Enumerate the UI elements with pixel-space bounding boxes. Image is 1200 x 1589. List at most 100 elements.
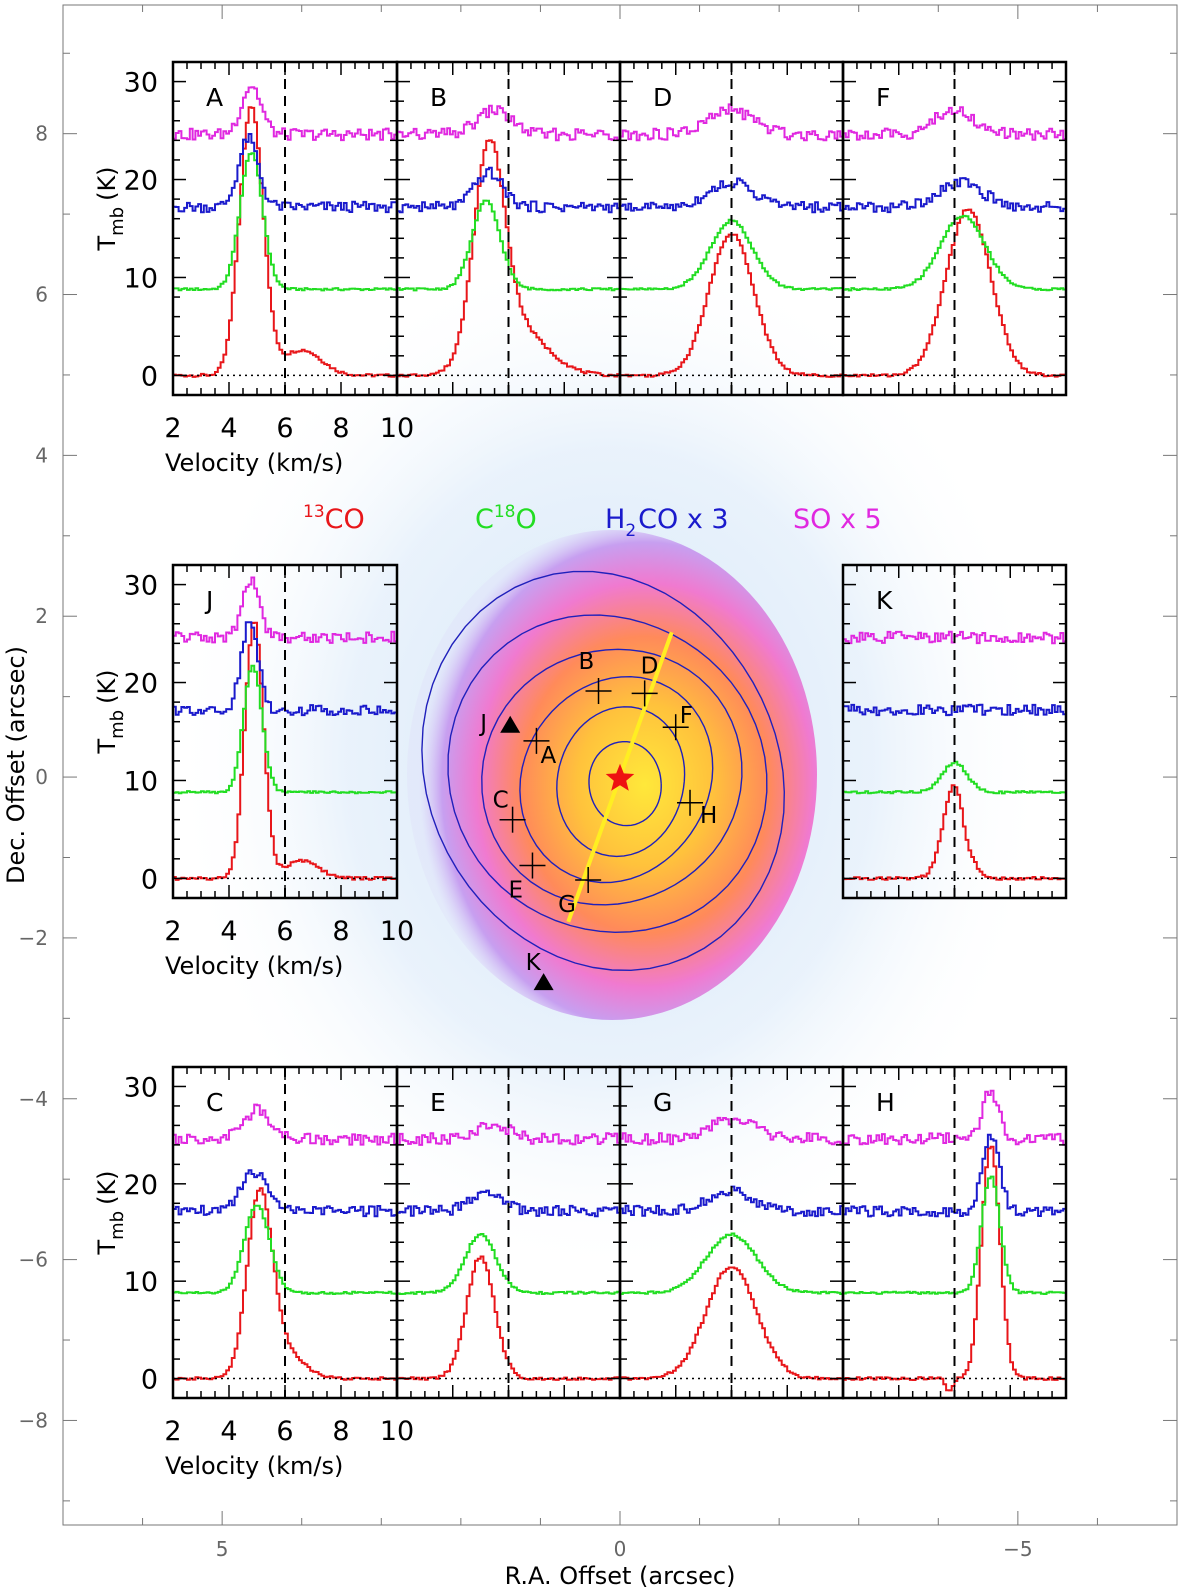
spectrum-so <box>173 1103 397 1146</box>
spectrum-c18o <box>173 664 397 795</box>
y-tick-label: 4 <box>35 443 48 467</box>
spec-y-axis-title: Tmb (K) <box>93 1170 128 1255</box>
legend-13co: 13CO <box>303 502 365 535</box>
triangle-label: J <box>478 711 487 737</box>
legend-13co-sup: 13 <box>303 502 325 522</box>
y-tick-label: 2 <box>35 604 48 628</box>
spectrum-panel: K <box>841 563 1068 900</box>
spec-x-tick-label: 10 <box>380 1416 414 1447</box>
spectrum-label: B <box>430 83 447 112</box>
spectrum-panel: H <box>841 1065 1068 1400</box>
legend-c18o-sup: 18 <box>494 502 516 522</box>
map-overlays: A B DF C E G H J K <box>478 631 717 991</box>
position-label: A <box>540 743 556 769</box>
spec-y-tick-label: 0 <box>141 864 158 895</box>
y-tick-label: −6 <box>19 1248 48 1272</box>
contour-line <box>519 675 714 884</box>
spec-x-tick-label: 6 <box>276 413 293 444</box>
spec-x-tick-label: 6 <box>276 916 293 947</box>
contour-line <box>556 706 686 858</box>
triangle-marker <box>533 973 554 991</box>
x-tick-label: 5 <box>216 1537 229 1561</box>
position-label: E <box>508 878 523 904</box>
spec-y-axis-title: Tmb (K) <box>93 166 128 251</box>
spectrum-panel: F <box>841 60 1068 397</box>
spectrum-panel: C 0 10 20 30 Tmb (K) 2 4 6 8 10 Velocity (km/s) <box>93 1065 414 1480</box>
spectrum-so <box>397 104 620 142</box>
position-label: C <box>493 788 509 814</box>
spectrum-label: H <box>876 1088 895 1117</box>
spec-x-tick-label: 2 <box>164 1416 181 1447</box>
legend-h2co-main: CO x 3 <box>638 504 728 535</box>
x-tick-label: 0 <box>614 1537 627 1561</box>
spec-y-tick-label: 20 <box>124 1170 158 1201</box>
protostar-marker <box>605 763 635 791</box>
y-tick-label: 0 <box>35 765 48 789</box>
spec-y-title-unit: (K) <box>93 166 121 200</box>
y-tick-label: −4 <box>19 1087 48 1111</box>
spectrum-co13 <box>173 621 397 881</box>
spec-y-tick-label: 10 <box>124 766 158 797</box>
spec-y-title-main: T <box>93 236 121 252</box>
contour-lines <box>421 570 786 972</box>
spec-x-tick-label: 4 <box>220 413 237 444</box>
spec-y-tick-label: 0 <box>141 361 158 392</box>
spectrum-panel: A 0 10 20 30 Tmb (K) 2 4 6 8 10 Velocity (km/s) <box>93 60 414 477</box>
spec-y-title-main: T <box>93 739 121 755</box>
spec-x-tick-label: 2 <box>164 916 181 947</box>
spec-x-tick-label: 6 <box>276 1416 293 1447</box>
spec-y-tick-label: 10 <box>124 263 158 294</box>
spectrum-co13 <box>843 1145 1066 1392</box>
y-tick-label: 6 <box>35 283 48 307</box>
legend-c18o: C18O <box>475 502 537 535</box>
spec-y-title-sub: mb <box>107 1211 128 1240</box>
spec-y-title-sub: mb <box>107 207 128 236</box>
spec-x-axis-title: Velocity (km/s) <box>165 449 343 477</box>
spectrum-label: F <box>876 83 890 112</box>
spectrum-h2co <box>843 177 1066 214</box>
spectrum-label: G <box>653 1088 672 1117</box>
position-label: H <box>700 803 717 829</box>
spec-y-tick-label: 0 <box>141 1365 158 1396</box>
triangle-marker <box>500 715 521 733</box>
legend-c18o-pre: C <box>475 504 494 535</box>
spectrum-label: A <box>206 83 223 112</box>
legend-h2co-sub: 2 <box>625 521 636 541</box>
y-tick-label: −2 <box>19 926 48 950</box>
spectrum-c18o <box>620 1232 843 1295</box>
spec-y-axis-title: Tmb (K) <box>93 669 128 754</box>
spec-y-title-sub: mb <box>107 710 128 739</box>
spec-x-tick-label: 8 <box>332 1416 349 1447</box>
y-tick-label: −8 <box>19 1408 48 1432</box>
spec-y-tick-label: 30 <box>124 571 158 602</box>
contour-line <box>447 614 768 934</box>
triangle-label: K <box>526 950 542 976</box>
spec-x-tick-label: 8 <box>332 413 349 444</box>
spectrum-label: D <box>653 83 672 112</box>
spec-y-tick-label: 30 <box>124 68 158 99</box>
spec-x-tick-label: 4 <box>220 1416 237 1447</box>
spectrum-c18o <box>843 760 1066 795</box>
spec-x-tick-label: 2 <box>164 413 181 444</box>
spectrum-label: E <box>430 1088 446 1117</box>
legend-h2co-pre: H <box>605 504 625 535</box>
legend: 13CO C18O H2CO x 3 SO x 5 <box>303 502 882 541</box>
x-axis-title: R.A. Offset (arcsec) <box>505 1562 736 1589</box>
spectrum-panel: E <box>395 1065 622 1400</box>
spec-x-tick-label: 8 <box>332 916 349 947</box>
spec-x-axis-title: Velocity (km/s) <box>165 1452 343 1480</box>
x-tick-label: −5 <box>1003 1537 1032 1561</box>
spectrum-label: K <box>876 586 893 615</box>
position-label: B <box>579 649 595 675</box>
spectrum-co13 <box>397 139 620 378</box>
spectrum-c18o <box>620 218 843 291</box>
position-label: F <box>680 703 693 729</box>
position-label: D <box>641 653 659 679</box>
spectrum-label: J <box>204 586 213 615</box>
spec-y-tick-label: 20 <box>124 669 158 700</box>
spectrum-co13 <box>620 1266 843 1381</box>
spec-y-title-unit: (K) <box>93 669 121 703</box>
spec-x-tick-label: 4 <box>220 916 237 947</box>
